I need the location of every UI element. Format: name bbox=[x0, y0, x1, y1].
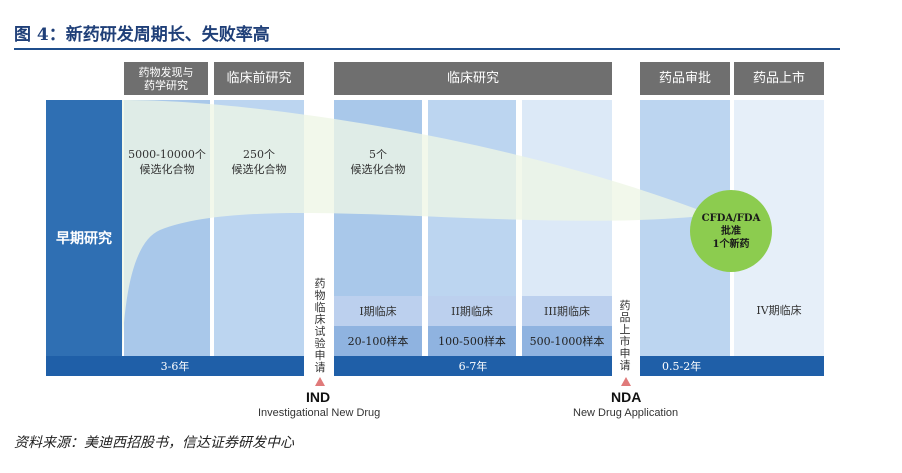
header-clinical: 临床研究 bbox=[334, 62, 612, 95]
compounds-preclinical-desc: 候选化合物 bbox=[231, 163, 287, 176]
duration-early: 3-6年 bbox=[46, 356, 304, 376]
header-discovery-line2: 药学研究 bbox=[144, 78, 188, 92]
header-preclinical: 临床前研究 bbox=[214, 62, 304, 95]
compounds-preclinical-count: 250个 bbox=[243, 148, 275, 161]
nda-application-label: 药品上市申请 bbox=[619, 299, 631, 372]
figure-title: 图 4：新药研发周期长、失败率高 bbox=[14, 25, 270, 45]
compounds-discovery-desc: 候选化合物 bbox=[139, 163, 195, 176]
approval-circle: CFDA/FDA 批准 1个新药 bbox=[690, 190, 772, 272]
approval-circle-line1: CFDA/FDA bbox=[701, 212, 761, 224]
figure-source: 资料来源：美迪西招股书，信达证券研发中心 bbox=[14, 435, 294, 451]
compounds-clinical-count: 5个 bbox=[369, 148, 387, 161]
ind-milestone-full: Investigational New Drug bbox=[258, 407, 381, 419]
compounds-clinical-desc: 候选化合物 bbox=[350, 163, 406, 176]
phase2-label: II期临床 bbox=[428, 296, 516, 326]
phase1-samples: 20-100样本 bbox=[334, 326, 422, 356]
ind-milestone: IND bbox=[306, 389, 331, 405]
duration-clinical: 6-7年 bbox=[334, 356, 612, 376]
header-discovery-line1: 药物发现与 bbox=[138, 65, 194, 79]
title-divider bbox=[14, 48, 840, 50]
phase3-samples: 500-1000样本 bbox=[522, 326, 612, 356]
header-market: 药品上市 bbox=[734, 62, 824, 95]
compounds-discovery: 5000-10000个 候选化合物 bbox=[124, 147, 210, 177]
phase4-label: IV期临床 bbox=[756, 304, 802, 317]
compounds-clinical: 5个 候选化合物 bbox=[334, 147, 422, 177]
nda-milestone-full: New Drug Application bbox=[573, 407, 679, 419]
duration-approval: 0.5-2年 bbox=[640, 356, 824, 376]
ind-marker-icon bbox=[315, 377, 325, 386]
phase3-label: III期临床 bbox=[522, 296, 612, 326]
header-approval: 药品审批 bbox=[640, 62, 730, 95]
header-discovery: 药物发现与 药学研究 bbox=[124, 62, 208, 95]
funnel-shape bbox=[122, 100, 712, 356]
nda-milestone: NDA bbox=[611, 389, 642, 405]
compounds-preclinical: 250个 候选化合物 bbox=[214, 147, 304, 177]
early-research-block bbox=[46, 100, 122, 376]
phase1-label: I期临床 bbox=[334, 296, 422, 326]
nda-marker-icon bbox=[621, 377, 631, 386]
ind-application-label: 药物临床试验申请 bbox=[314, 277, 326, 374]
early-research-label: 早期研究 bbox=[56, 231, 112, 247]
phase2-samples: 100-500样本 bbox=[428, 326, 516, 356]
compounds-discovery-count: 5000-10000个 bbox=[128, 148, 206, 161]
approval-circle-line3: 1个新药 bbox=[712, 238, 750, 250]
approval-circle-line2: 批准 bbox=[721, 225, 741, 237]
